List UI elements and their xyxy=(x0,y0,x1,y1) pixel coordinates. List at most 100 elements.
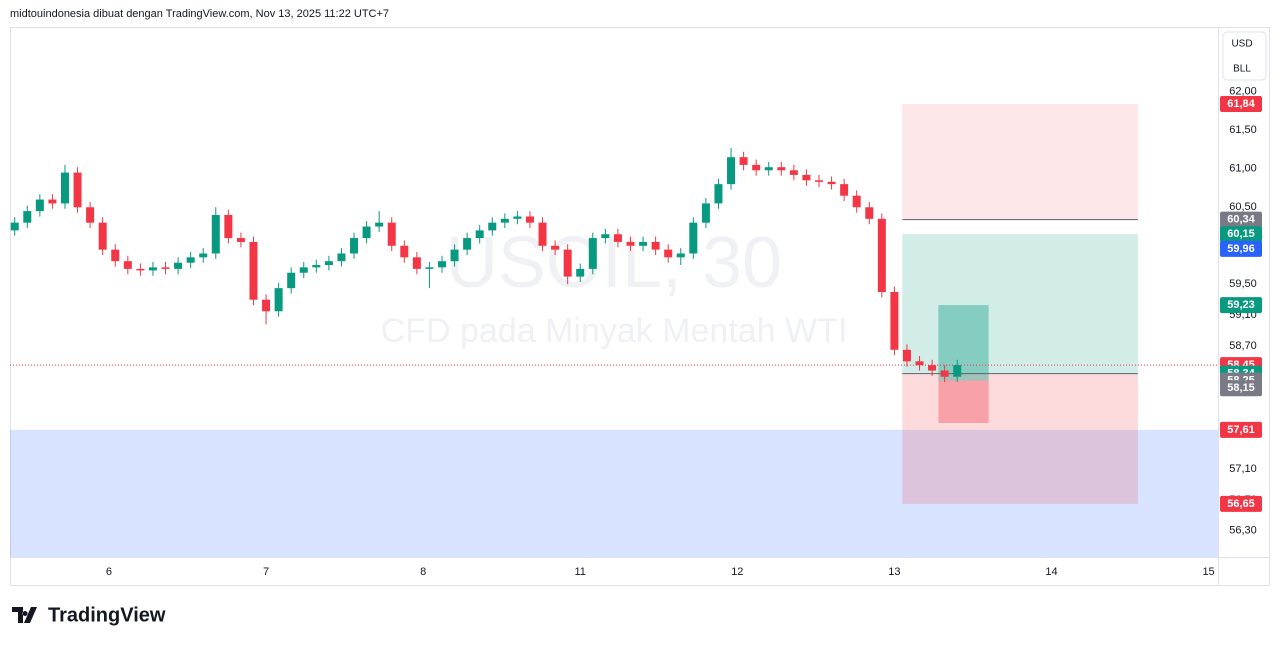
candle-body xyxy=(727,157,736,185)
price-badge-label: 57,61 xyxy=(1227,424,1255,436)
candle-body xyxy=(814,180,823,182)
x-tick-label: 8 xyxy=(420,566,426,578)
price-badge xyxy=(1220,96,1262,113)
frame xyxy=(10,27,1270,586)
candle-body xyxy=(676,253,685,258)
price-badge xyxy=(1220,240,1262,257)
candle-body xyxy=(337,253,346,262)
y-tick-label: 60,50 xyxy=(1229,201,1257,213)
price-badge-label: 60,34 xyxy=(1227,213,1255,225)
candle-body xyxy=(86,207,95,223)
price-badge xyxy=(1220,226,1262,243)
button[interactable]: USD xyxy=(1231,39,1252,50)
candle-body xyxy=(840,184,849,196)
candle-body xyxy=(98,222,107,250)
candle-body xyxy=(375,222,384,227)
candle-body xyxy=(601,234,610,239)
candle-body xyxy=(211,214,220,254)
zone xyxy=(902,373,1138,504)
candle-body xyxy=(852,195,861,208)
y-tick-label: 61,50 xyxy=(1229,124,1257,136)
candle-body xyxy=(639,241,648,246)
candle-body xyxy=(224,214,233,239)
candle-body xyxy=(400,245,409,258)
candle-body xyxy=(714,184,723,204)
price-badge-label: 61,84 xyxy=(1227,98,1255,110)
currency-box[interactable] xyxy=(1222,31,1267,81)
price-badge-label: 60,15 xyxy=(1227,228,1255,240)
x-tick-label: 15 xyxy=(1202,566,1214,578)
header: midtouindonesia dibuat dengan TradingVie… xyxy=(10,8,389,20)
candle-body xyxy=(262,299,271,312)
candle-body xyxy=(161,267,170,269)
candle-body xyxy=(287,272,296,289)
candle-body xyxy=(890,292,899,350)
candle-body xyxy=(877,218,886,292)
candle-body xyxy=(789,170,798,175)
price-badge-label: 56,65 xyxy=(1227,498,1255,510)
candle-body xyxy=(915,361,924,366)
y-tick-label: 57,10 xyxy=(1229,463,1257,475)
candle-body xyxy=(60,172,69,204)
candle-body xyxy=(463,238,472,250)
candle-body xyxy=(312,265,321,268)
candle-body xyxy=(274,288,283,312)
candle-body xyxy=(148,267,157,271)
price-badge-label: 59,23 xyxy=(1227,299,1255,311)
price-badge xyxy=(1220,421,1262,438)
candle-body xyxy=(350,238,359,254)
price-badge-label: 58,15 xyxy=(1227,382,1255,394)
candle-body xyxy=(362,226,371,239)
x-tick-label: 7 xyxy=(263,566,269,578)
button[interactable]: BLL xyxy=(1233,64,1251,75)
candle-body xyxy=(940,370,949,377)
candle-body xyxy=(764,167,773,171)
x-tick-label: 12 xyxy=(731,566,743,578)
candle-body xyxy=(236,238,245,242)
candle-body xyxy=(324,261,333,266)
candle-body xyxy=(802,174,811,181)
candle-body xyxy=(387,222,396,246)
candle-body xyxy=(664,249,673,258)
candle-body xyxy=(588,238,597,269)
x-tick-label: 11 xyxy=(575,566,586,578)
candle-body xyxy=(563,249,572,277)
candle-body xyxy=(174,262,183,269)
candle-body xyxy=(412,257,421,269)
zone xyxy=(10,429,1218,557)
candle-body xyxy=(551,245,560,250)
candle-body xyxy=(953,365,962,377)
zone xyxy=(902,104,1138,220)
candle-body xyxy=(186,257,195,263)
y-tick-label: 59,50 xyxy=(1229,278,1257,290)
candle-body xyxy=(689,222,698,254)
candle-body xyxy=(928,365,937,371)
candle-body xyxy=(777,167,786,171)
candle-body xyxy=(450,249,459,262)
candle-body xyxy=(752,164,761,171)
candle-body xyxy=(488,222,497,231)
candle-body xyxy=(500,218,509,223)
candle-body xyxy=(48,199,57,204)
candle-body xyxy=(111,249,120,262)
candle-body xyxy=(513,216,522,219)
zone xyxy=(938,380,989,423)
price-badge xyxy=(1220,297,1262,314)
y-tick-label: 56,30 xyxy=(1229,525,1257,537)
watermark: USOIL, 30 CFD pada Minyak Mentah WTI xyxy=(381,223,848,350)
candle-body xyxy=(538,222,547,246)
candle-body xyxy=(613,234,622,242)
candle-body xyxy=(123,261,132,269)
candle-body xyxy=(425,267,434,269)
candle-body xyxy=(475,230,484,239)
candle-body xyxy=(35,199,44,212)
candle-body xyxy=(249,241,258,300)
candle-body xyxy=(576,268,585,277)
candle-body xyxy=(865,207,874,219)
watermark-subtitle: CFD pada Minyak Mentah WTI xyxy=(381,312,848,350)
y-tick-label: 61,00 xyxy=(1229,163,1257,175)
candle-body xyxy=(626,241,635,246)
candle-body xyxy=(651,241,660,250)
